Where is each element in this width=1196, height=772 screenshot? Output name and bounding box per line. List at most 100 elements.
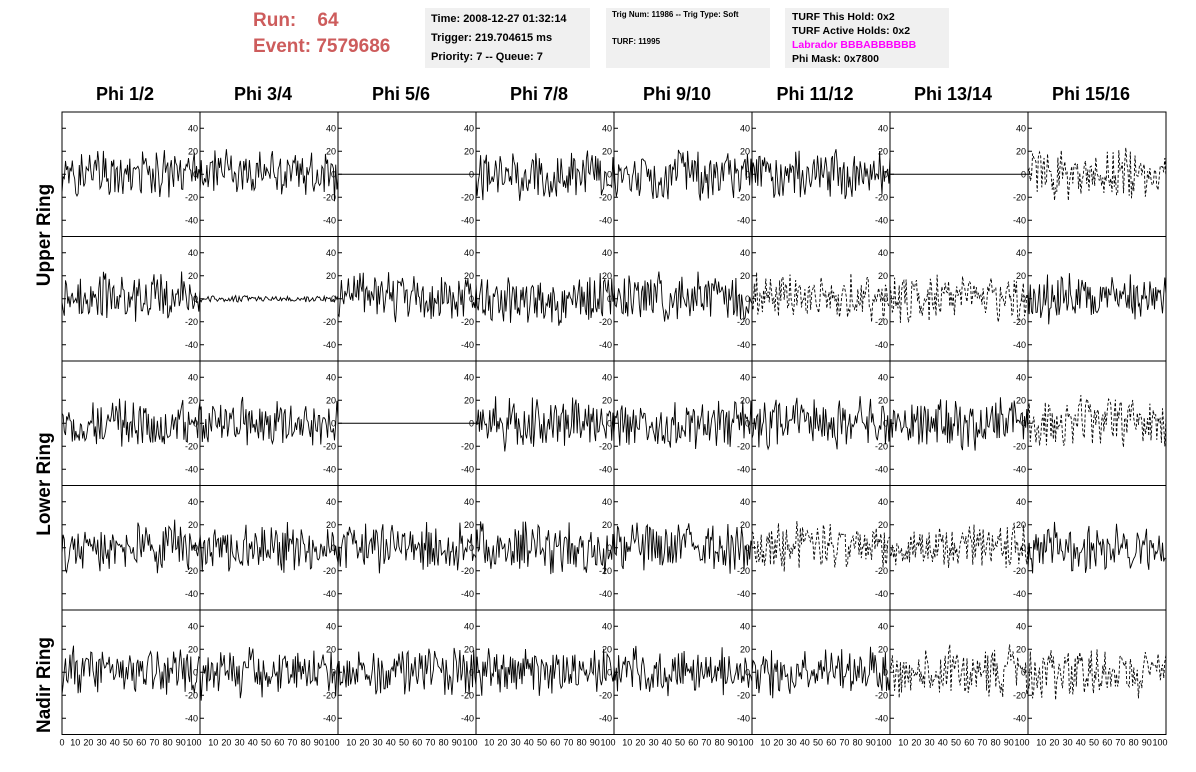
x-tick-label: 90 — [1004, 738, 1014, 748]
x-tick-label: 80 — [715, 738, 725, 748]
y-tick-label: -20 — [875, 317, 888, 327]
y-tick-label: -20 — [737, 317, 750, 327]
y-tick-label: -20 — [875, 566, 888, 576]
y-tick-label: 40 — [740, 497, 750, 507]
x-tick-label: 20 — [911, 738, 921, 748]
waveform-trace — [337, 647, 477, 699]
x-tick-label: 80 — [991, 738, 1001, 748]
panel-frame — [61, 609, 201, 735]
waveform-trace — [199, 647, 339, 701]
x-tick-label: 40 — [662, 738, 672, 748]
waveform-trace — [199, 149, 339, 202]
x-tick-label: 90 — [590, 738, 600, 748]
y-tick-label: -20 — [737, 566, 750, 576]
y-tick-label: 20 — [878, 520, 888, 530]
waveform-trace — [61, 398, 201, 447]
y-tick-label: 40 — [188, 248, 198, 258]
y-tick-label: -20 — [599, 192, 612, 202]
y-tick-label: -20 — [599, 690, 612, 700]
panel-frame — [475, 236, 615, 362]
x-tick-label: 80 — [301, 738, 311, 748]
waveform-trace — [337, 272, 477, 323]
waveform-trace — [61, 519, 201, 574]
y-tick-label: -40 — [599, 215, 612, 225]
time-line: Time: 2008-12-27 01:32:14 — [431, 13, 567, 25]
y-tick-label: 40 — [740, 248, 750, 258]
y-tick-label: -40 — [737, 589, 750, 599]
y-tick-label: -40 — [461, 215, 474, 225]
phi-title-8: Phi 15/16 — [1051, 84, 1131, 104]
y-tick-label: -40 — [185, 215, 198, 225]
waveform-trace — [61, 271, 201, 322]
x-tick-label: 10 — [760, 738, 770, 748]
panel-frame — [613, 360, 753, 486]
x-tick-label: 30 — [235, 738, 245, 748]
y-tick-label: -20 — [461, 566, 474, 576]
waveform-trace — [61, 150, 201, 198]
y-tick-label: 20 — [188, 395, 198, 405]
y-tick-label: 20 — [878, 644, 888, 654]
y-tick-label: -20 — [461, 690, 474, 700]
y-tick-label: 40 — [740, 123, 750, 133]
y-tick-label: 40 — [188, 123, 198, 133]
waveform-trace — [475, 273, 615, 326]
y-tick-label: -40 — [737, 340, 750, 350]
phi-header-row: Phi 1/2 Phi 3/4 Phi 5/6 Phi 7/8 Phi 9/10… — [56, 84, 1160, 110]
x-tick-label: 30 — [97, 738, 107, 748]
x-tick-label: 30 — [1063, 738, 1073, 748]
waveform-trace — [337, 521, 477, 574]
x-tick-label: 0 — [59, 738, 64, 748]
y-tick-label: 20 — [602, 146, 612, 156]
y-tick-label: -40 — [185, 589, 198, 599]
y-tick-label: -20 — [875, 441, 888, 451]
x-tick-label: 30 — [925, 738, 935, 748]
y-tick-label: -40 — [323, 340, 336, 350]
waveform-trace — [1027, 649, 1167, 701]
y-tick-label: -20 — [185, 566, 198, 576]
x-tick-label: 10 — [1036, 738, 1046, 748]
x-tick-label: 60 — [688, 738, 698, 748]
x-tick-label: 30 — [511, 738, 521, 748]
x-tick-label: 30 — [373, 738, 383, 748]
x-tick-label: 70 — [839, 738, 849, 748]
y-tick-label: 0 — [745, 543, 750, 553]
waveform-trace — [613, 645, 753, 697]
panel-frame — [889, 236, 1029, 362]
y-tick-label: -40 — [1013, 713, 1026, 723]
x-tick-label: 40 — [110, 738, 120, 748]
x-tick-label: 60 — [964, 738, 974, 748]
y-tick-label: 20 — [326, 271, 336, 281]
x-tick-label: 10 — [484, 738, 494, 748]
y-tick-label: 20 — [602, 271, 612, 281]
x-tick-label: 20 — [359, 738, 369, 748]
x-tick-label: 50 — [261, 738, 271, 748]
y-tick-label: -20 — [1013, 441, 1026, 451]
y-tick-label: 20 — [602, 520, 612, 530]
y-tick-label: -40 — [1013, 340, 1026, 350]
x-tick-label: 20 — [773, 738, 783, 748]
x-tick-label: 70 — [701, 738, 711, 748]
y-tick-label: -20 — [323, 441, 336, 451]
phi-title-1: Phi 1/2 — [95, 84, 155, 104]
y-tick-label: -40 — [1013, 215, 1026, 225]
phi-title-6: Phi 11/12 — [776, 84, 854, 104]
x-tick-label: 90 — [452, 738, 462, 748]
y-tick-label: 40 — [602, 497, 612, 507]
y-tick-label: -40 — [1013, 589, 1026, 599]
x-tick-label: 100 — [186, 738, 201, 748]
y-tick-label: -40 — [185, 464, 198, 474]
y-tick-label: -40 — [461, 713, 474, 723]
x-tick-label: 90 — [866, 738, 876, 748]
waveform-trace — [1027, 147, 1167, 201]
y-tick-label: 40 — [188, 621, 198, 631]
y-tick-label: -20 — [185, 192, 198, 202]
waveform-trace — [889, 644, 1029, 699]
y-tick-label: 40 — [188, 497, 198, 507]
y-tick-label: 20 — [740, 146, 750, 156]
waveform-trace — [475, 396, 615, 452]
y-tick-label: 40 — [1016, 621, 1026, 631]
x-tick-label: 40 — [248, 738, 258, 748]
x-tick-label: 60 — [136, 738, 146, 748]
x-tick-label: 100 — [1152, 738, 1167, 748]
